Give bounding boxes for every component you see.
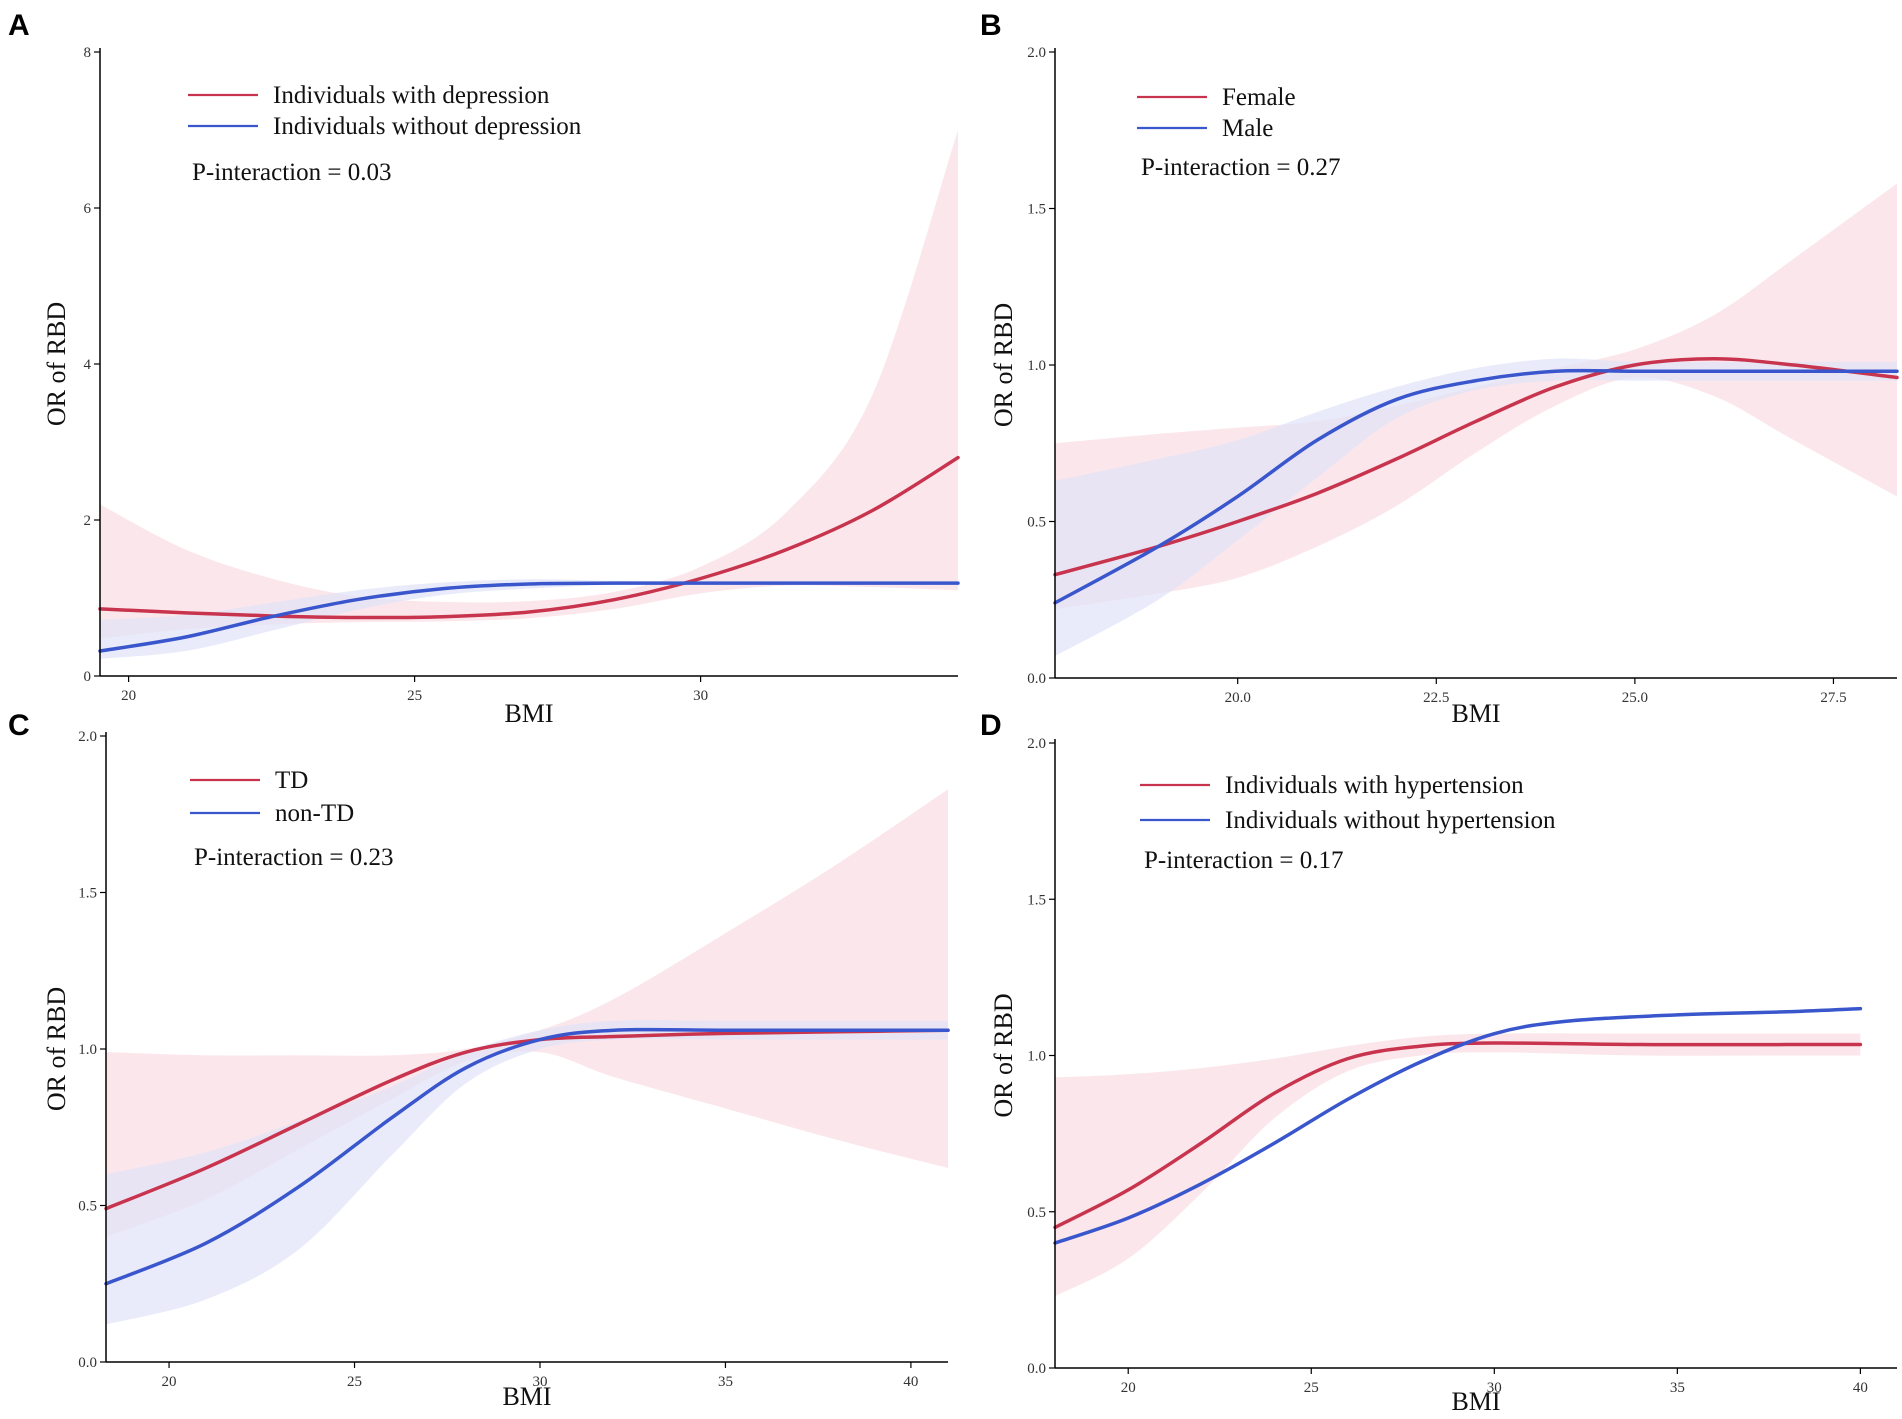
panel-letter: D (980, 709, 1002, 742)
y-axis-title: OR of RBD (42, 987, 71, 1111)
legend-label: Male (1222, 115, 1273, 142)
series-line-blue (98, 581, 960, 653)
y-tick-label: 0.5 (1027, 515, 1046, 531)
y-tick-label: 0.0 (1027, 1361, 1046, 1377)
y-axis-title: OR of RBD (42, 302, 71, 426)
x-tick-label: 35 (718, 1374, 733, 1390)
p-interaction-annotation: P-interaction = 0.17 (1144, 847, 1343, 874)
series-line-red (1053, 1041, 1863, 1230)
legend-label: Individuals without hypertension (1225, 807, 1556, 834)
y-tick-label: 0 (84, 669, 92, 685)
x-tick-label: 25 (407, 688, 422, 704)
panel-a: A 0 2 4 6 8 20 25 30 BMI OR of RBD Individuals with… (8, 9, 960, 728)
legend-label: Individuals with hypertension (1225, 772, 1524, 799)
y-tick-label: 2.0 (1027, 45, 1046, 61)
confidence-band-red (100, 130, 958, 639)
series-line-red (104, 1028, 950, 1211)
y-tick-label: 6 (84, 201, 92, 217)
panel-c: C 0.0 0.5 1.0 1.5 2.0 20 25 30 35 40 BMI OR of RBD TD… (8, 709, 950, 1411)
x-tick-label: 30 (693, 688, 708, 704)
y-tick-label: 1.0 (78, 1042, 97, 1058)
confidence-band-red (1055, 1033, 1861, 1297)
x-tick-label: 27.5 (1820, 690, 1846, 706)
y-tick-label: 1.0 (1027, 358, 1046, 374)
x-tick-label: 25 (1304, 1380, 1319, 1396)
p-interaction-annotation: P-interaction = 0.03 (192, 159, 391, 186)
y-tick-label: 2.0 (1027, 736, 1046, 752)
confidence-band-blue (1055, 358, 1897, 657)
panel-letter: C (8, 709, 30, 742)
y-tick-label: 1.0 (1027, 1049, 1046, 1065)
y-axis-title: OR of RBD (989, 303, 1018, 427)
x-tick-label: 35 (1670, 1380, 1685, 1396)
y-tick-label: 4 (84, 357, 92, 373)
y-tick-label: 1.5 (1027, 202, 1046, 218)
legend-label: Individuals with depression (273, 82, 550, 109)
y-tick-label: 0.0 (1027, 671, 1046, 687)
confidence-band-blue (106, 1020, 948, 1325)
x-axis-title: BMI (1451, 699, 1500, 728)
legend-label: TD (275, 767, 308, 794)
panel-letter: B (980, 9, 1002, 42)
panel-b: B 0.0 0.5 1.0 1.5 2.0 20.0 22.5 25.0 27.5 BMI OR of… (980, 9, 1899, 728)
y-tick-label: 1.5 (1027, 892, 1046, 908)
x-tick-label: 20 (121, 688, 136, 704)
x-tick-label: 20 (162, 1374, 177, 1390)
y-tick-label: 2.0 (78, 729, 97, 745)
y-tick-label: 0.5 (1027, 1205, 1046, 1221)
x-tick-label: 40 (1853, 1380, 1868, 1396)
legend-label: non-TD (275, 800, 354, 827)
x-tick-label: 30 (532, 1374, 547, 1390)
x-axis-title: BMI (504, 699, 553, 728)
y-axis-title: OR of RBD (989, 993, 1018, 1117)
y-tick-label: 0.5 (78, 1199, 97, 1215)
y-tick-label: 8 (84, 45, 92, 61)
p-interaction-annotation: P-interaction = 0.23 (194, 844, 393, 871)
panel-d: D 0.0 0.5 1.0 1.5 2.0 20 25 30 35 40 BMI OR of RBD In… (980, 709, 1897, 1416)
x-tick-label: 30 (1487, 1380, 1502, 1396)
x-tick-label: 25 (347, 1374, 362, 1390)
x-tick-label: 20.0 (1225, 690, 1251, 706)
legend-label: Individuals without depression (273, 113, 582, 140)
series-line-blue (1053, 368, 1899, 605)
x-tick-label: 20 (1121, 1380, 1136, 1396)
series-line-blue (104, 1027, 950, 1286)
series-line-red (1053, 356, 1899, 577)
x-tick-label: 40 (903, 1374, 918, 1390)
y-tick-label: 0.0 (78, 1355, 97, 1371)
x-axis-title: BMI (1451, 1387, 1500, 1416)
legend-label: Female (1222, 84, 1296, 111)
series-line-blue (1053, 1006, 1863, 1245)
x-axis-title: BMI (502, 1382, 551, 1411)
y-tick-label: 1.5 (78, 886, 97, 902)
confidence-band-blue (100, 579, 958, 659)
series-line-red (98, 455, 960, 620)
x-tick-label: 22.5 (1423, 690, 1449, 706)
y-tick-label: 2 (84, 513, 92, 529)
p-interaction-annotation: P-interaction = 0.27 (1141, 154, 1340, 181)
x-tick-label: 25.0 (1622, 690, 1648, 706)
panel-letter: A (8, 9, 30, 42)
